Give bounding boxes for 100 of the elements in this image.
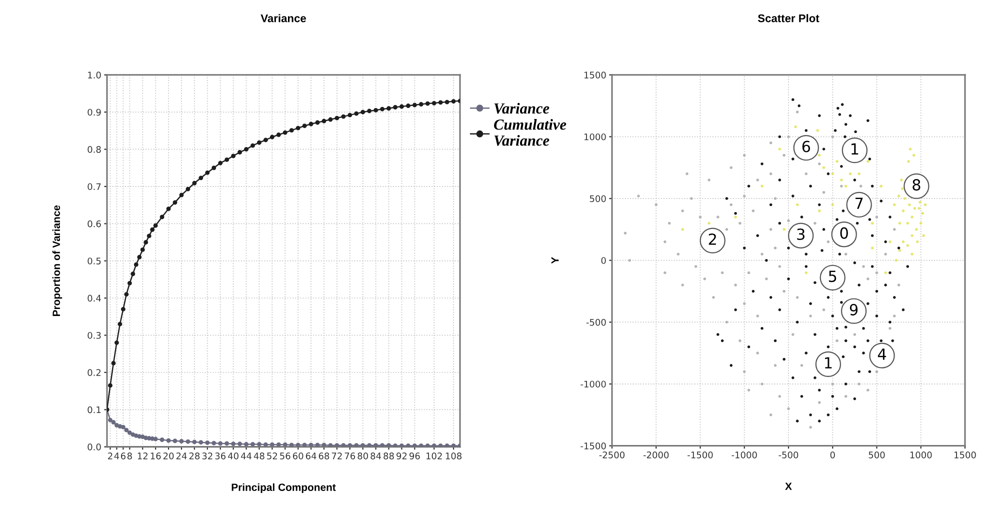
- x-tick-label: 102: [426, 452, 442, 460]
- point: [904, 197, 906, 200]
- y-tick-label: -1500: [580, 442, 606, 450]
- y-tick-label: 500: [590, 195, 606, 202]
- point: [908, 148, 912, 150]
- x-tick-label: 12: [138, 452, 148, 460]
- x-tick-label: 6: [120, 452, 126, 460]
- x-tick-label: 108: [446, 452, 462, 460]
- point: [866, 160, 870, 163]
- x-tick-label: 72: [332, 452, 342, 460]
- point: [898, 222, 902, 225]
- point: [870, 246, 874, 250]
- annotation: 8: [912, 179, 920, 191]
- point: [681, 228, 684, 231]
- annotation: 4: [878, 348, 886, 360]
- point: [902, 210, 905, 212]
- y-axis-title: Proportion of Variance: [52, 205, 62, 316]
- point: [924, 203, 927, 206]
- x-tick-label: 32: [202, 452, 212, 460]
- point: [884, 271, 887, 274]
- point: [907, 160, 910, 163]
- x-tick-label: -500: [778, 452, 798, 458]
- point: [915, 228, 918, 231]
- point: [910, 234, 914, 238]
- point: [897, 194, 900, 198]
- x-tick-label: 92: [396, 452, 407, 460]
- point: [888, 240, 892, 244]
- point: [848, 172, 852, 176]
- point: [922, 234, 925, 238]
- y-tick-label: 0: [601, 257, 606, 264]
- annotation: 1: [825, 357, 832, 368]
- point: [910, 252, 914, 256]
- annotation: 9: [850, 304, 858, 316]
- point: [913, 207, 916, 210]
- y-tick-label: 0.9: [88, 108, 101, 116]
- x-tick-label: -2000: [643, 452, 669, 458]
- point: [836, 160, 838, 163]
- point: [912, 154, 916, 157]
- point: [782, 228, 786, 231]
- y-tick-label: 0.4: [88, 294, 101, 302]
- point: [910, 216, 914, 218]
- x-tick-label: 28: [189, 452, 200, 460]
- y-tick-label: 1500: [584, 72, 606, 78]
- annotation: 6: [802, 140, 810, 152]
- legend-label: Variance: [494, 102, 550, 114]
- chart-title: Variance: [260, 14, 306, 22]
- x-tick-label: 48: [254, 452, 264, 460]
- point: [906, 244, 910, 247]
- x-tick-label: 1000: [910, 452, 932, 458]
- point: [818, 210, 821, 212]
- point: [840, 178, 843, 182]
- legend-label: Cumulative Variance: [494, 119, 566, 146]
- point: [880, 184, 883, 188]
- point: [760, 184, 764, 188]
- y-tick-label: 0.7: [88, 183, 101, 190]
- point: [918, 200, 922, 204]
- x-axis-title: X: [785, 482, 792, 490]
- point: [708, 222, 710, 225]
- point: [906, 222, 910, 225]
- x-axis-title: Principal Component: [232, 483, 336, 494]
- y-tick-label: 0.0: [88, 444, 101, 450]
- y-tick-label: 0.3: [88, 332, 101, 339]
- point: [908, 203, 911, 206]
- point: [916, 240, 919, 244]
- y-tick-label: 1000: [584, 133, 606, 140]
- x-tick-label: 500: [868, 452, 885, 458]
- x-tick-label: 24: [176, 452, 187, 460]
- annotation: 2: [708, 233, 716, 245]
- x-tick-label: 84: [370, 452, 382, 460]
- x-tick-label: -2500: [599, 452, 625, 458]
- point: [822, 166, 826, 170]
- point: [858, 172, 860, 176]
- x-tick-label: 1500: [954, 452, 976, 458]
- x-tick-label: 8: [127, 452, 132, 460]
- x-tick-label: 52: [267, 452, 278, 460]
- point: [844, 184, 848, 188]
- annotation: 7: [855, 198, 863, 209]
- x-tick-label: 44: [240, 452, 252, 460]
- point: [893, 203, 896, 206]
- y-tick-label: 0.1: [88, 406, 101, 414]
- annotation: 1: [852, 143, 858, 155]
- y-tick-label: 0.2: [88, 369, 101, 376]
- x-tick-label: 68: [318, 452, 330, 460]
- point: [816, 129, 820, 132]
- chart-title: Scatter Plot: [758, 14, 820, 22]
- point: [894, 258, 898, 262]
- point: [804, 271, 808, 274]
- x-tick-label: 76: [344, 452, 356, 460]
- x-tick-label: 60: [292, 452, 304, 460]
- point: [900, 178, 903, 182]
- point: [898, 249, 902, 252]
- point: [734, 216, 737, 218]
- point: [796, 203, 799, 206]
- x-tick-label: 96: [409, 452, 420, 460]
- point: [919, 222, 922, 225]
- point: [778, 148, 782, 150]
- point: [902, 240, 905, 244]
- annotation: 5: [828, 270, 836, 282]
- point: [831, 203, 834, 206]
- point: [870, 222, 874, 225]
